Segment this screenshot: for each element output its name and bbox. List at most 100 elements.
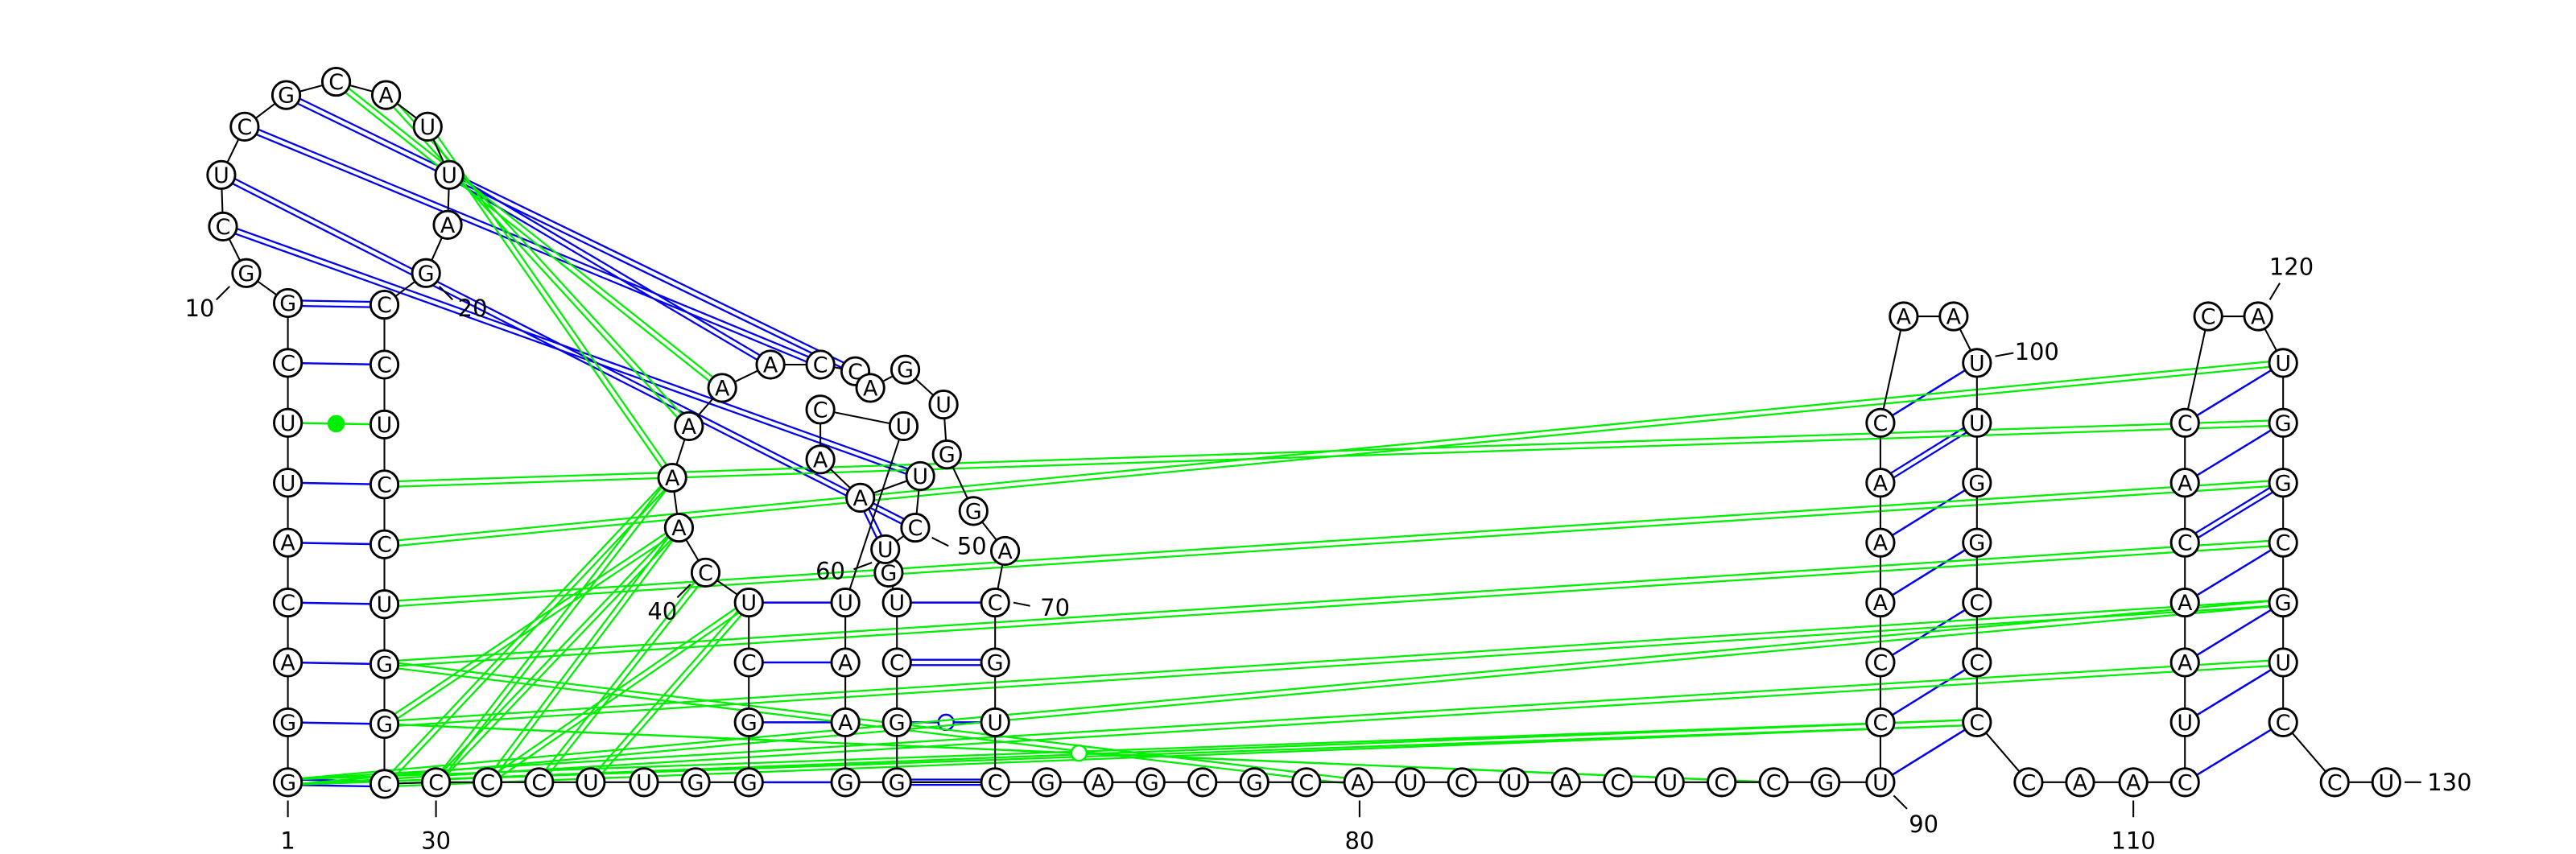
nucleotide-69: U xyxy=(890,412,917,439)
nucleotide-44: A xyxy=(708,374,736,402)
nucleotide-82: C xyxy=(1448,769,1476,796)
nucleotide-letter: C xyxy=(531,770,547,795)
nucleotide-letter: C xyxy=(2276,531,2291,556)
nucleotide-letter: C xyxy=(216,215,231,240)
index-label-10: 10 xyxy=(185,287,230,322)
nucleotide-letter: A xyxy=(997,539,1013,564)
nucleotide-letter: U xyxy=(1402,770,1418,795)
nucleotide-letter: C xyxy=(2178,411,2193,436)
nucleotide-letter: C xyxy=(377,533,392,558)
nucleotide-letter: C xyxy=(1873,651,1889,676)
nucleotide-letter: A xyxy=(1897,305,1912,330)
nucleotide-letter: U xyxy=(280,411,296,436)
base-pair-canonical xyxy=(2185,543,2283,602)
nucleotide-letter: C xyxy=(328,70,344,95)
nucleotide-102: G xyxy=(1963,529,1991,556)
nucleotide-letter: A xyxy=(863,376,878,401)
nucleotide-59: G xyxy=(883,708,910,736)
nucleotide-letter: G xyxy=(1038,770,1055,795)
nucleotide-96: C xyxy=(1867,409,1894,436)
nucleotide-25: C xyxy=(370,530,398,558)
nucleotide-letter: G xyxy=(279,770,296,795)
nucleotide-letter: C xyxy=(813,353,828,377)
nucleotide-120: G xyxy=(2269,469,2297,497)
nucleotide-40: C xyxy=(691,559,719,586)
nucleotide-50: U xyxy=(930,390,957,418)
nucleotide-letter: C xyxy=(698,561,713,586)
nucleotide-letter: C xyxy=(2327,770,2343,795)
nucleotide-letter: U xyxy=(741,591,757,616)
nucleotide-letter: C xyxy=(377,353,392,377)
nucleotide-letter: A xyxy=(1946,305,1962,330)
nucleotide-94: A xyxy=(1867,529,1894,556)
nucleotide-72: A xyxy=(832,708,859,736)
nucleotide-letter: C xyxy=(908,516,923,541)
nucleotide-letter: A xyxy=(853,486,869,511)
nucleotide-119: G xyxy=(2269,409,2297,436)
nucleotide-letter: G xyxy=(376,653,393,678)
nucleotide-123: U xyxy=(2269,649,2297,676)
nucleotide-letter: A xyxy=(280,651,295,676)
nucleotide-letter: U xyxy=(1969,411,1985,436)
nucleotide-122: G xyxy=(2269,588,2297,616)
nucleotide-8: C xyxy=(274,349,301,377)
nucleotide-95: A xyxy=(1867,469,1894,497)
nucleotide-letter: U xyxy=(896,415,912,439)
nucleotide-14: G xyxy=(272,81,299,109)
nucleotide-10: G xyxy=(233,259,260,287)
nucleotide-letter: U xyxy=(877,538,894,563)
nucleotide-49: G xyxy=(891,356,919,383)
nucleotide-letter: C xyxy=(377,472,392,497)
nucleotide-80: A xyxy=(1344,769,1372,796)
nucleotide-letter: C xyxy=(813,398,828,423)
index-label-1: 1 xyxy=(280,801,295,854)
nucleotide-letter: C xyxy=(2201,305,2216,330)
index-label-30: 30 xyxy=(421,801,451,854)
index-label-text: 60 xyxy=(815,558,845,585)
nucleotide-88: C xyxy=(1760,769,1787,796)
nucleotide-93: A xyxy=(1867,588,1894,616)
base-pair-canonical xyxy=(2185,603,2283,662)
nucleotide-letter: G xyxy=(1968,471,1985,496)
nucleotide-letter: U xyxy=(2379,770,2395,795)
nucleotide-letter: C xyxy=(237,115,252,140)
nucleotide-117: A xyxy=(2244,303,2272,330)
nucleotide-letter: U xyxy=(377,413,393,438)
nucleotide-letter: G xyxy=(965,499,982,524)
nucleotide-letter: A xyxy=(1873,591,1889,616)
nucleotide-29: C xyxy=(370,770,398,798)
nucleotide-letter: C xyxy=(1969,711,1984,736)
nucleotide-21: C xyxy=(370,291,398,318)
nucleotide-letter: G xyxy=(279,711,296,736)
nucleotide-63: U xyxy=(872,535,899,563)
nucleotide-90: U xyxy=(1867,769,1894,796)
nucleotide-126: U xyxy=(2372,769,2400,796)
nucleotide-letter: G xyxy=(1968,531,1985,556)
nucleotide-letter: G xyxy=(939,443,956,468)
nucleotide-letter: A xyxy=(2126,770,2141,795)
nucleotide-letter: C xyxy=(377,772,392,797)
nucleotide-letter: A xyxy=(2251,305,2266,330)
nucleotide-68: C xyxy=(807,396,834,423)
nucleotide-85: C xyxy=(1604,769,1632,796)
nucleotide-24: C xyxy=(370,471,398,498)
nucleotide-letter: C xyxy=(2178,531,2193,556)
nucleotide-letter: A xyxy=(665,466,680,491)
nucleotide-letter: C xyxy=(428,770,444,795)
nucleotide-39: U xyxy=(735,588,762,616)
nucleotide-letter: C xyxy=(1298,770,1314,795)
index-label-text: 1 xyxy=(280,827,295,854)
nucleotide-11: C xyxy=(209,212,237,240)
nucleotide-99: U xyxy=(1963,349,1991,377)
nucleotide-letter: C xyxy=(480,770,495,795)
nucleotide-letter: C xyxy=(280,351,295,376)
nucleotide-92: C xyxy=(1867,649,1894,676)
nucleotide-letter: A xyxy=(2178,651,2193,676)
nucleotide-letter: U xyxy=(889,591,905,616)
nucleotide-16: A xyxy=(372,81,399,109)
nucleotide-109: C xyxy=(2171,769,2198,796)
nucleotide-letter: C xyxy=(988,591,1003,616)
nucleotide-108: A xyxy=(2120,769,2147,796)
index-label-130: 130 xyxy=(2405,769,2471,796)
nucleotide-letter: G xyxy=(238,262,255,287)
